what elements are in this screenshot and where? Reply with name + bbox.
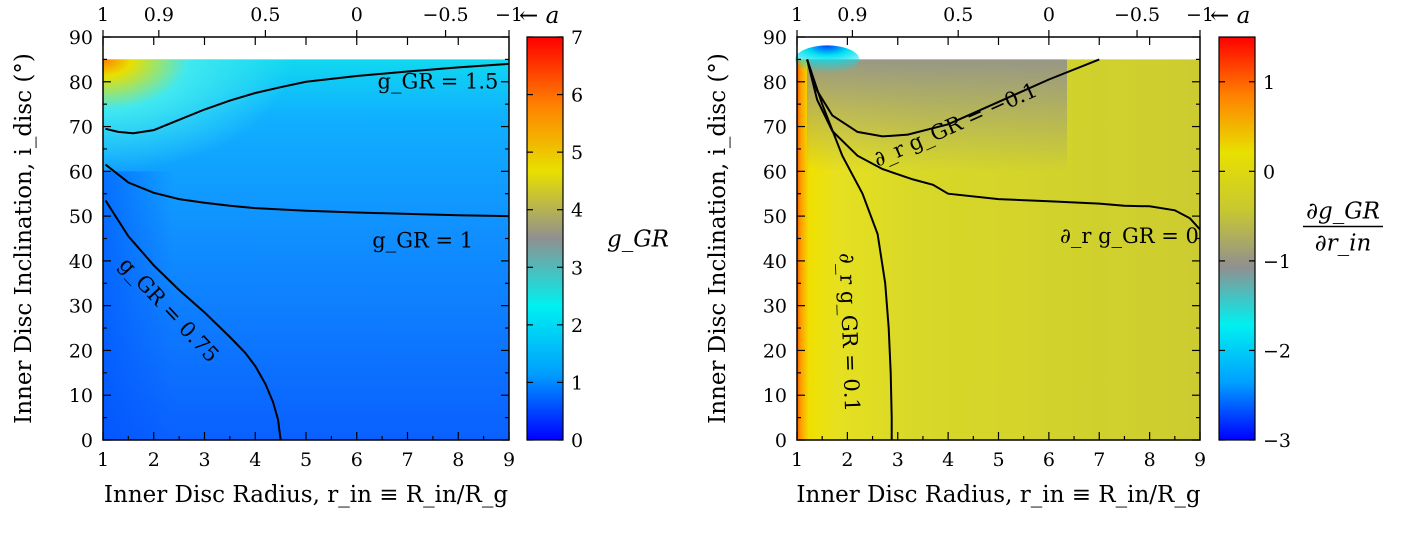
- y-tick-label: 40: [763, 251, 787, 273]
- y-tick-label: 40: [69, 251, 93, 273]
- y-axis-label: Inner Disc Inclination, i_disc (°): [705, 53, 731, 424]
- y-tick-label: 90: [763, 27, 787, 49]
- top-tick-label: 0.5: [943, 4, 973, 26]
- x-tick-label: 4: [942, 449, 954, 471]
- x-tick-label: 6: [351, 449, 363, 471]
- y-tick-label: 30: [763, 296, 787, 318]
- colorbar-tick-label: 7: [571, 27, 583, 49]
- colorbar-tick-label: −1: [1263, 251, 1291, 273]
- x-tick-label: 7: [401, 449, 413, 471]
- y-tick-label: 0: [81, 430, 93, 452]
- colorbar: [526, 36, 564, 441]
- x-tick-label: 7: [1093, 449, 1105, 471]
- heatmap-high-region: [103, 59, 293, 172]
- colorbar-tick-label: 6: [571, 85, 583, 107]
- colorbar-tick-label: −3: [1263, 430, 1291, 452]
- y-tick-label: 70: [763, 117, 787, 139]
- contour-line: [806, 59, 893, 440]
- x-tick-label: 9: [503, 449, 515, 471]
- x-axis-label: Inner Disc Radius, r_in ≡ R_in/R_g: [796, 482, 1200, 508]
- top-tick-label: 1: [97, 4, 109, 26]
- top-tick-label: −1: [1186, 4, 1214, 26]
- x-tick-label: 3: [198, 449, 210, 471]
- colorbar-tick-label: 0: [571, 430, 583, 452]
- heatmap-field: [795, 45, 1200, 441]
- x-tick-label: 9: [1194, 449, 1206, 471]
- y-tick-label: 70: [69, 117, 93, 139]
- x-tick-label: 5: [300, 449, 312, 471]
- contour-line: [104, 163, 510, 218]
- contour-label: ∂_r g_GR = 0: [1060, 224, 1199, 248]
- contour-label: g_GR = 1.5: [378, 69, 499, 93]
- y-tick-label: 80: [763, 72, 787, 94]
- y-tick-label: 0: [775, 430, 787, 452]
- top-tick-label: 0.9: [144, 4, 174, 26]
- colorbar-tick-label: 5: [571, 142, 583, 164]
- x-tick-label: 2: [148, 449, 160, 471]
- x-tick-label: 8: [1144, 449, 1156, 471]
- x-tick-label: 5: [992, 449, 1004, 471]
- contour-line: [104, 199, 282, 441]
- contour-line: [105, 62, 510, 135]
- colorbar-label-numerator: ∂g_GR: [1306, 199, 1380, 225]
- contour-line: [806, 59, 1201, 231]
- x-tick-label: 1: [97, 449, 109, 471]
- colorbar-tick-label: 0: [1263, 161, 1275, 183]
- colorbar-label: g_GR: [607, 227, 669, 253]
- y-tick-label: 50: [69, 206, 93, 228]
- y-tick-label: 60: [763, 161, 787, 183]
- top-tick-label: 0: [1043, 4, 1055, 26]
- top-tick-label: 1: [791, 4, 803, 26]
- colorbar-label-denominator: ∂r_in: [1315, 231, 1372, 257]
- contour-label: g_GR = 1: [372, 228, 473, 252]
- colorbar-tick-label: −2: [1263, 340, 1291, 362]
- colorbar-tick-label: 1: [571, 372, 583, 394]
- y-axis-label: Inner Disc Inclination, i_disc (°): [11, 53, 37, 424]
- x-tick-label: 1: [791, 449, 803, 471]
- top-tick-label: −0.5: [422, 4, 468, 26]
- x-tick-label: 4: [249, 449, 261, 471]
- colorbar-tick-label: 1: [1263, 72, 1275, 94]
- y-tick-label: 20: [763, 340, 787, 362]
- x-tick-label: 3: [892, 449, 904, 471]
- colorbar-tick-label: 3: [571, 257, 583, 279]
- x-tick-label: 6: [1043, 449, 1055, 471]
- y-tick-label: 90: [69, 27, 93, 49]
- top-tick-label: 0: [351, 4, 363, 26]
- y-tick-label: 20: [69, 340, 93, 362]
- x-tick-label: 8: [452, 449, 464, 471]
- y-tick-label: 10: [69, 385, 93, 407]
- heatmap-minimum-spot: [795, 45, 860, 74]
- colorbar-tick-label: 4: [571, 200, 583, 222]
- y-tick-label: 50: [763, 206, 787, 228]
- panel-1: g_GR = 1.5g_GR = 1g_GR = 0.751 2 3 4 5 6 7 8 901…: [11, 3, 669, 508]
- top-tick-label: 0.9: [837, 4, 867, 26]
- contour-line: [806, 58, 1100, 138]
- x-axis-label: Inner Disc Radius, r_in ≡ R_in/R_g: [104, 482, 508, 508]
- y-tick-label: 30: [69, 296, 93, 318]
- y-tick-label: 80: [69, 72, 93, 94]
- x-tick-label: 2: [841, 449, 853, 471]
- top-axis-label: ← a: [1210, 3, 1250, 29]
- top-tick-label: −0.5: [1114, 4, 1160, 26]
- contour-label: ∂_r g_GR = 0.1: [835, 252, 865, 412]
- y-tick-label: 10: [763, 385, 787, 407]
- colorbar: [1218, 36, 1256, 441]
- y-tick-label: 60: [69, 161, 93, 183]
- top-tick-label: 0.5: [250, 4, 280, 26]
- panel-2: ∂_r g_GR = −0.1∂_r g_GR = 0∂_r g_GR = 0.…: [705, 3, 1383, 508]
- colorbar-tick-label: 2: [571, 315, 583, 337]
- heatmap-gray-region: [807, 59, 1067, 172]
- top-tick-label: −1: [495, 4, 523, 26]
- top-axis-label: ← a: [519, 3, 559, 29]
